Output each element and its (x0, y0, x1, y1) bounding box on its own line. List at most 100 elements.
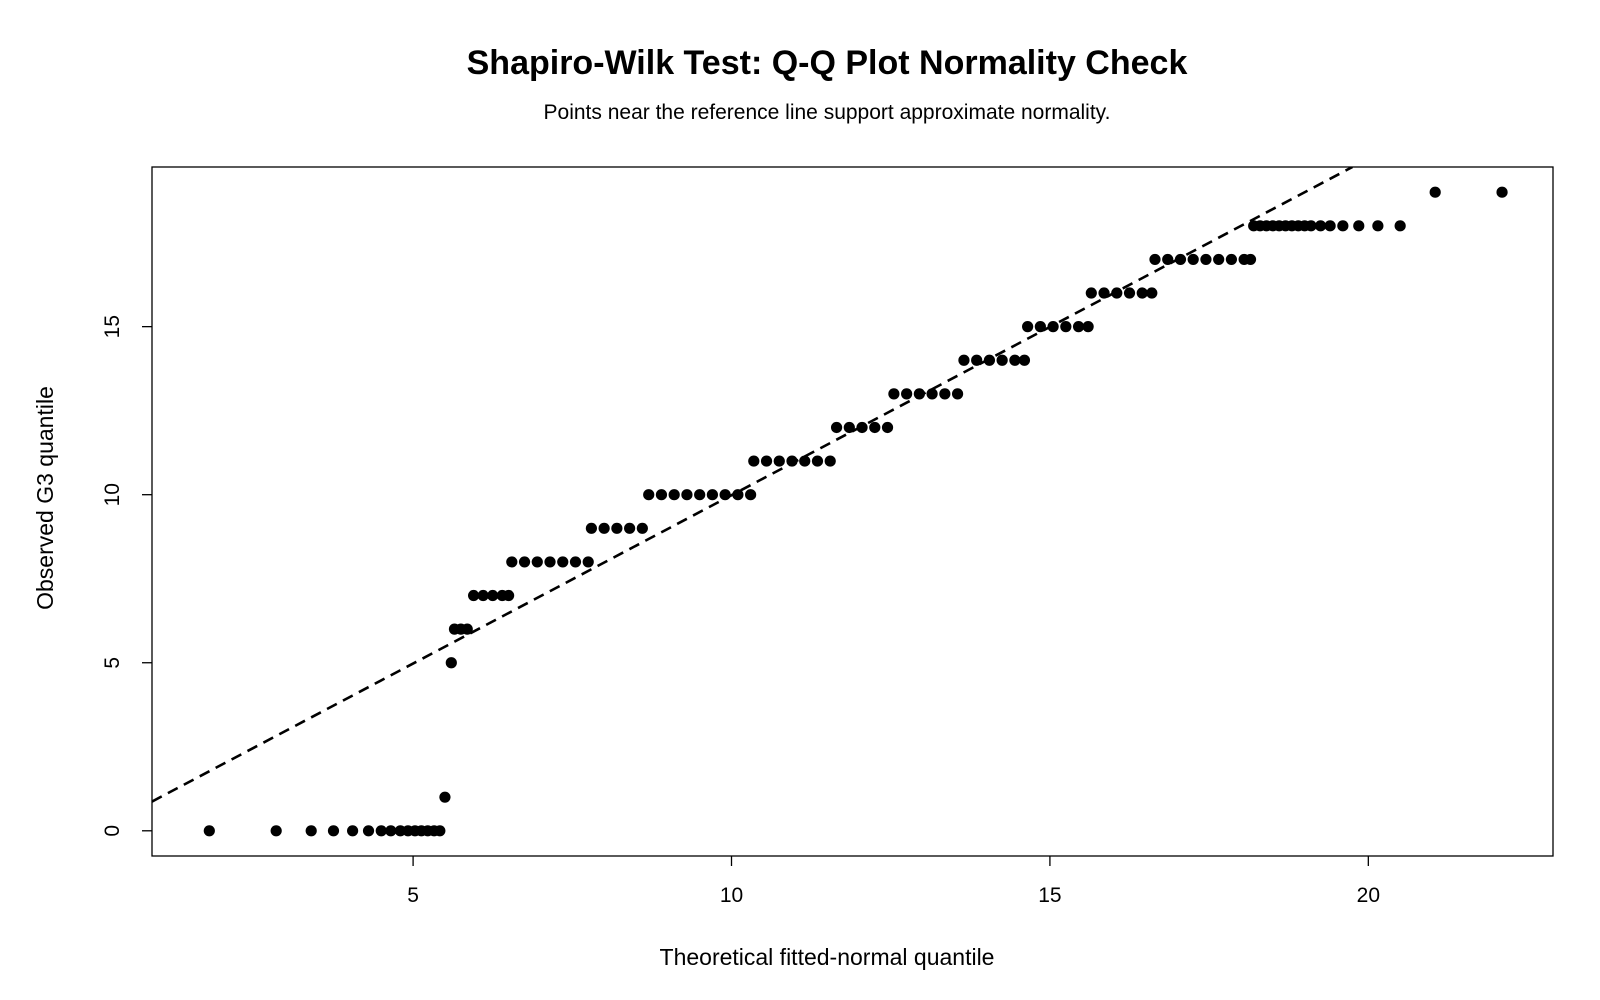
data-point (503, 589, 515, 602)
data-point (1305, 220, 1317, 232)
data-point (1098, 287, 1110, 299)
data-point (1146, 287, 1158, 299)
data-point (830, 421, 843, 434)
data-point (1225, 253, 1238, 266)
plot-frame (151, 166, 1554, 857)
x-tick-label: 10 (720, 884, 743, 907)
data-point (996, 354, 1008, 366)
data-point (1009, 354, 1021, 366)
data-point (694, 489, 706, 501)
data-point (748, 455, 760, 467)
data-point (362, 825, 375, 837)
x-tick-label: 5 (407, 884, 419, 907)
data-point (477, 589, 489, 602)
data-point (569, 556, 582, 568)
data-point (1324, 220, 1336, 232)
data-point (901, 388, 913, 400)
data-point (1244, 253, 1257, 266)
x-tick-label: 15 (1038, 884, 1061, 907)
reference-line (152, 167, 1354, 803)
data-point (582, 556, 594, 568)
data-point (773, 455, 785, 467)
data-point (203, 825, 215, 837)
data-point (856, 421, 868, 434)
data-point (706, 489, 719, 501)
data-point (951, 388, 964, 400)
data-points (203, 186, 1508, 837)
x-axis-label: Theoretical fitted-normal quantile (660, 944, 995, 970)
data-point (636, 522, 648, 534)
data-point (811, 455, 824, 467)
data-point (643, 489, 655, 501)
data-point (1353, 220, 1365, 232)
data-point (434, 825, 446, 837)
data-point (1187, 253, 1199, 266)
data-point (971, 354, 983, 366)
data-point (270, 825, 282, 837)
y-tick-label: 0 (101, 825, 124, 837)
data-point (346, 825, 359, 837)
data-point (1496, 186, 1508, 198)
chart-subtitle: Points near the reference line support a… (544, 101, 1111, 124)
data-point (439, 791, 451, 803)
data-point (1022, 321, 1034, 333)
data-point (557, 556, 569, 568)
data-point (1314, 220, 1327, 232)
data-point (1082, 321, 1094, 333)
data-point (1034, 321, 1046, 333)
data-point (799, 455, 811, 467)
data-point (1337, 220, 1349, 232)
data-point (467, 589, 480, 602)
y-tick-label: 10 (101, 483, 124, 506)
data-point (487, 589, 499, 602)
data-point (888, 388, 900, 400)
data-point (719, 489, 731, 501)
data-point (732, 489, 744, 501)
y-tick-label: 15 (101, 315, 124, 338)
chart-title: Shapiro-Wilk Test: Q-Q Plot Normality Ch… (467, 44, 1188, 82)
data-point (445, 657, 457, 669)
plot-area: 5 10 15 20 0 5 10 15 (101, 166, 1554, 907)
data-point (881, 421, 894, 434)
data-point (1123, 287, 1136, 299)
data-point (1111, 287, 1123, 299)
data-point (1136, 287, 1148, 299)
data-point (760, 455, 773, 467)
data-point (983, 354, 996, 366)
data-point (531, 556, 543, 568)
data-point (681, 489, 693, 501)
data-point (843, 421, 855, 434)
data-point (1072, 321, 1085, 333)
data-point (1060, 321, 1072, 333)
data-point (786, 455, 798, 467)
data-point (305, 825, 317, 837)
data-point (1018, 354, 1031, 366)
data-point (461, 623, 473, 635)
data-point (598, 522, 610, 534)
y-axis-label: Observed G3 quantile (32, 386, 58, 610)
data-point (1372, 220, 1384, 232)
data-point (958, 354, 970, 366)
data-point (1162, 253, 1174, 266)
data-point (745, 489, 757, 501)
data-point (585, 522, 598, 534)
data-point (1213, 253, 1225, 266)
data-point (327, 825, 340, 837)
data-point (1429, 186, 1441, 198)
data-point (1047, 321, 1059, 333)
data-point (518, 556, 531, 568)
data-point (1085, 287, 1097, 299)
y-tick-label: 5 (101, 657, 124, 669)
data-point (624, 522, 636, 534)
data-point (668, 489, 680, 501)
data-point (385, 825, 397, 837)
data-point (926, 388, 938, 400)
data-point (544, 556, 556, 568)
data-point (824, 455, 836, 467)
data-point (1200, 253, 1212, 266)
data-point (375, 825, 387, 837)
data-point (1149, 253, 1161, 266)
data-point (506, 556, 518, 568)
x-tick-label: 20 (1357, 884, 1380, 907)
